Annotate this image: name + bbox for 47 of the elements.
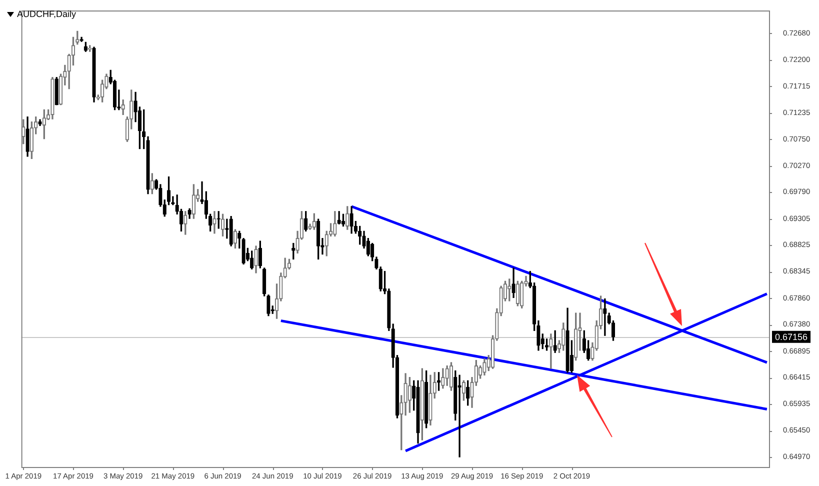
candlestick bbox=[42, 109, 46, 140]
candlestick bbox=[316, 218, 320, 260]
candlestick bbox=[404, 373, 408, 416]
candlestick bbox=[516, 280, 520, 306]
candlestick bbox=[566, 308, 570, 373]
candlestick bbox=[266, 294, 270, 316]
candlestick bbox=[229, 216, 233, 246]
candlestick bbox=[121, 100, 125, 116]
candlestick bbox=[26, 116, 30, 157]
candlestick bbox=[308, 224, 312, 230]
chart-title: AUDCHF,Daily bbox=[17, 9, 76, 19]
candlestick bbox=[76, 30, 80, 45]
candlestick bbox=[449, 362, 454, 391]
candlestick bbox=[341, 214, 346, 227]
candlestick bbox=[333, 211, 337, 236]
candlestick bbox=[80, 36, 84, 42]
ref-line-label: 0.67156 bbox=[775, 332, 808, 342]
candlestick bbox=[50, 76, 54, 120]
candlestick bbox=[549, 334, 553, 369]
candlestick bbox=[92, 46, 96, 102]
candlestick bbox=[350, 206, 354, 234]
candlestick bbox=[603, 298, 607, 336]
candlestick bbox=[424, 370, 428, 428]
candlestick bbox=[324, 230, 328, 256]
candlestick bbox=[54, 76, 58, 106]
candlestick bbox=[38, 119, 42, 126]
candlestick bbox=[428, 374, 432, 426]
candlestick bbox=[441, 368, 445, 389]
candlestick bbox=[512, 268, 516, 298]
candlestick bbox=[192, 184, 196, 219]
candlestick bbox=[553, 330, 557, 353]
candlestick bbox=[184, 211, 188, 235]
candlestick bbox=[304, 211, 308, 232]
candlestick bbox=[574, 312, 578, 361]
candlestick bbox=[212, 211, 216, 234]
candlestick bbox=[436, 372, 441, 391]
candlestick bbox=[416, 380, 420, 444]
candlestick bbox=[408, 376, 412, 413]
candlestick bbox=[458, 374, 462, 458]
candlestick bbox=[337, 211, 341, 224]
candlestick bbox=[482, 358, 486, 376]
candlestick bbox=[420, 368, 424, 440]
candlestick bbox=[445, 365, 449, 386]
candlestick bbox=[220, 214, 225, 236]
candlestick bbox=[254, 246, 258, 274]
candlestick bbox=[562, 322, 566, 351]
candlestick bbox=[188, 208, 192, 219]
